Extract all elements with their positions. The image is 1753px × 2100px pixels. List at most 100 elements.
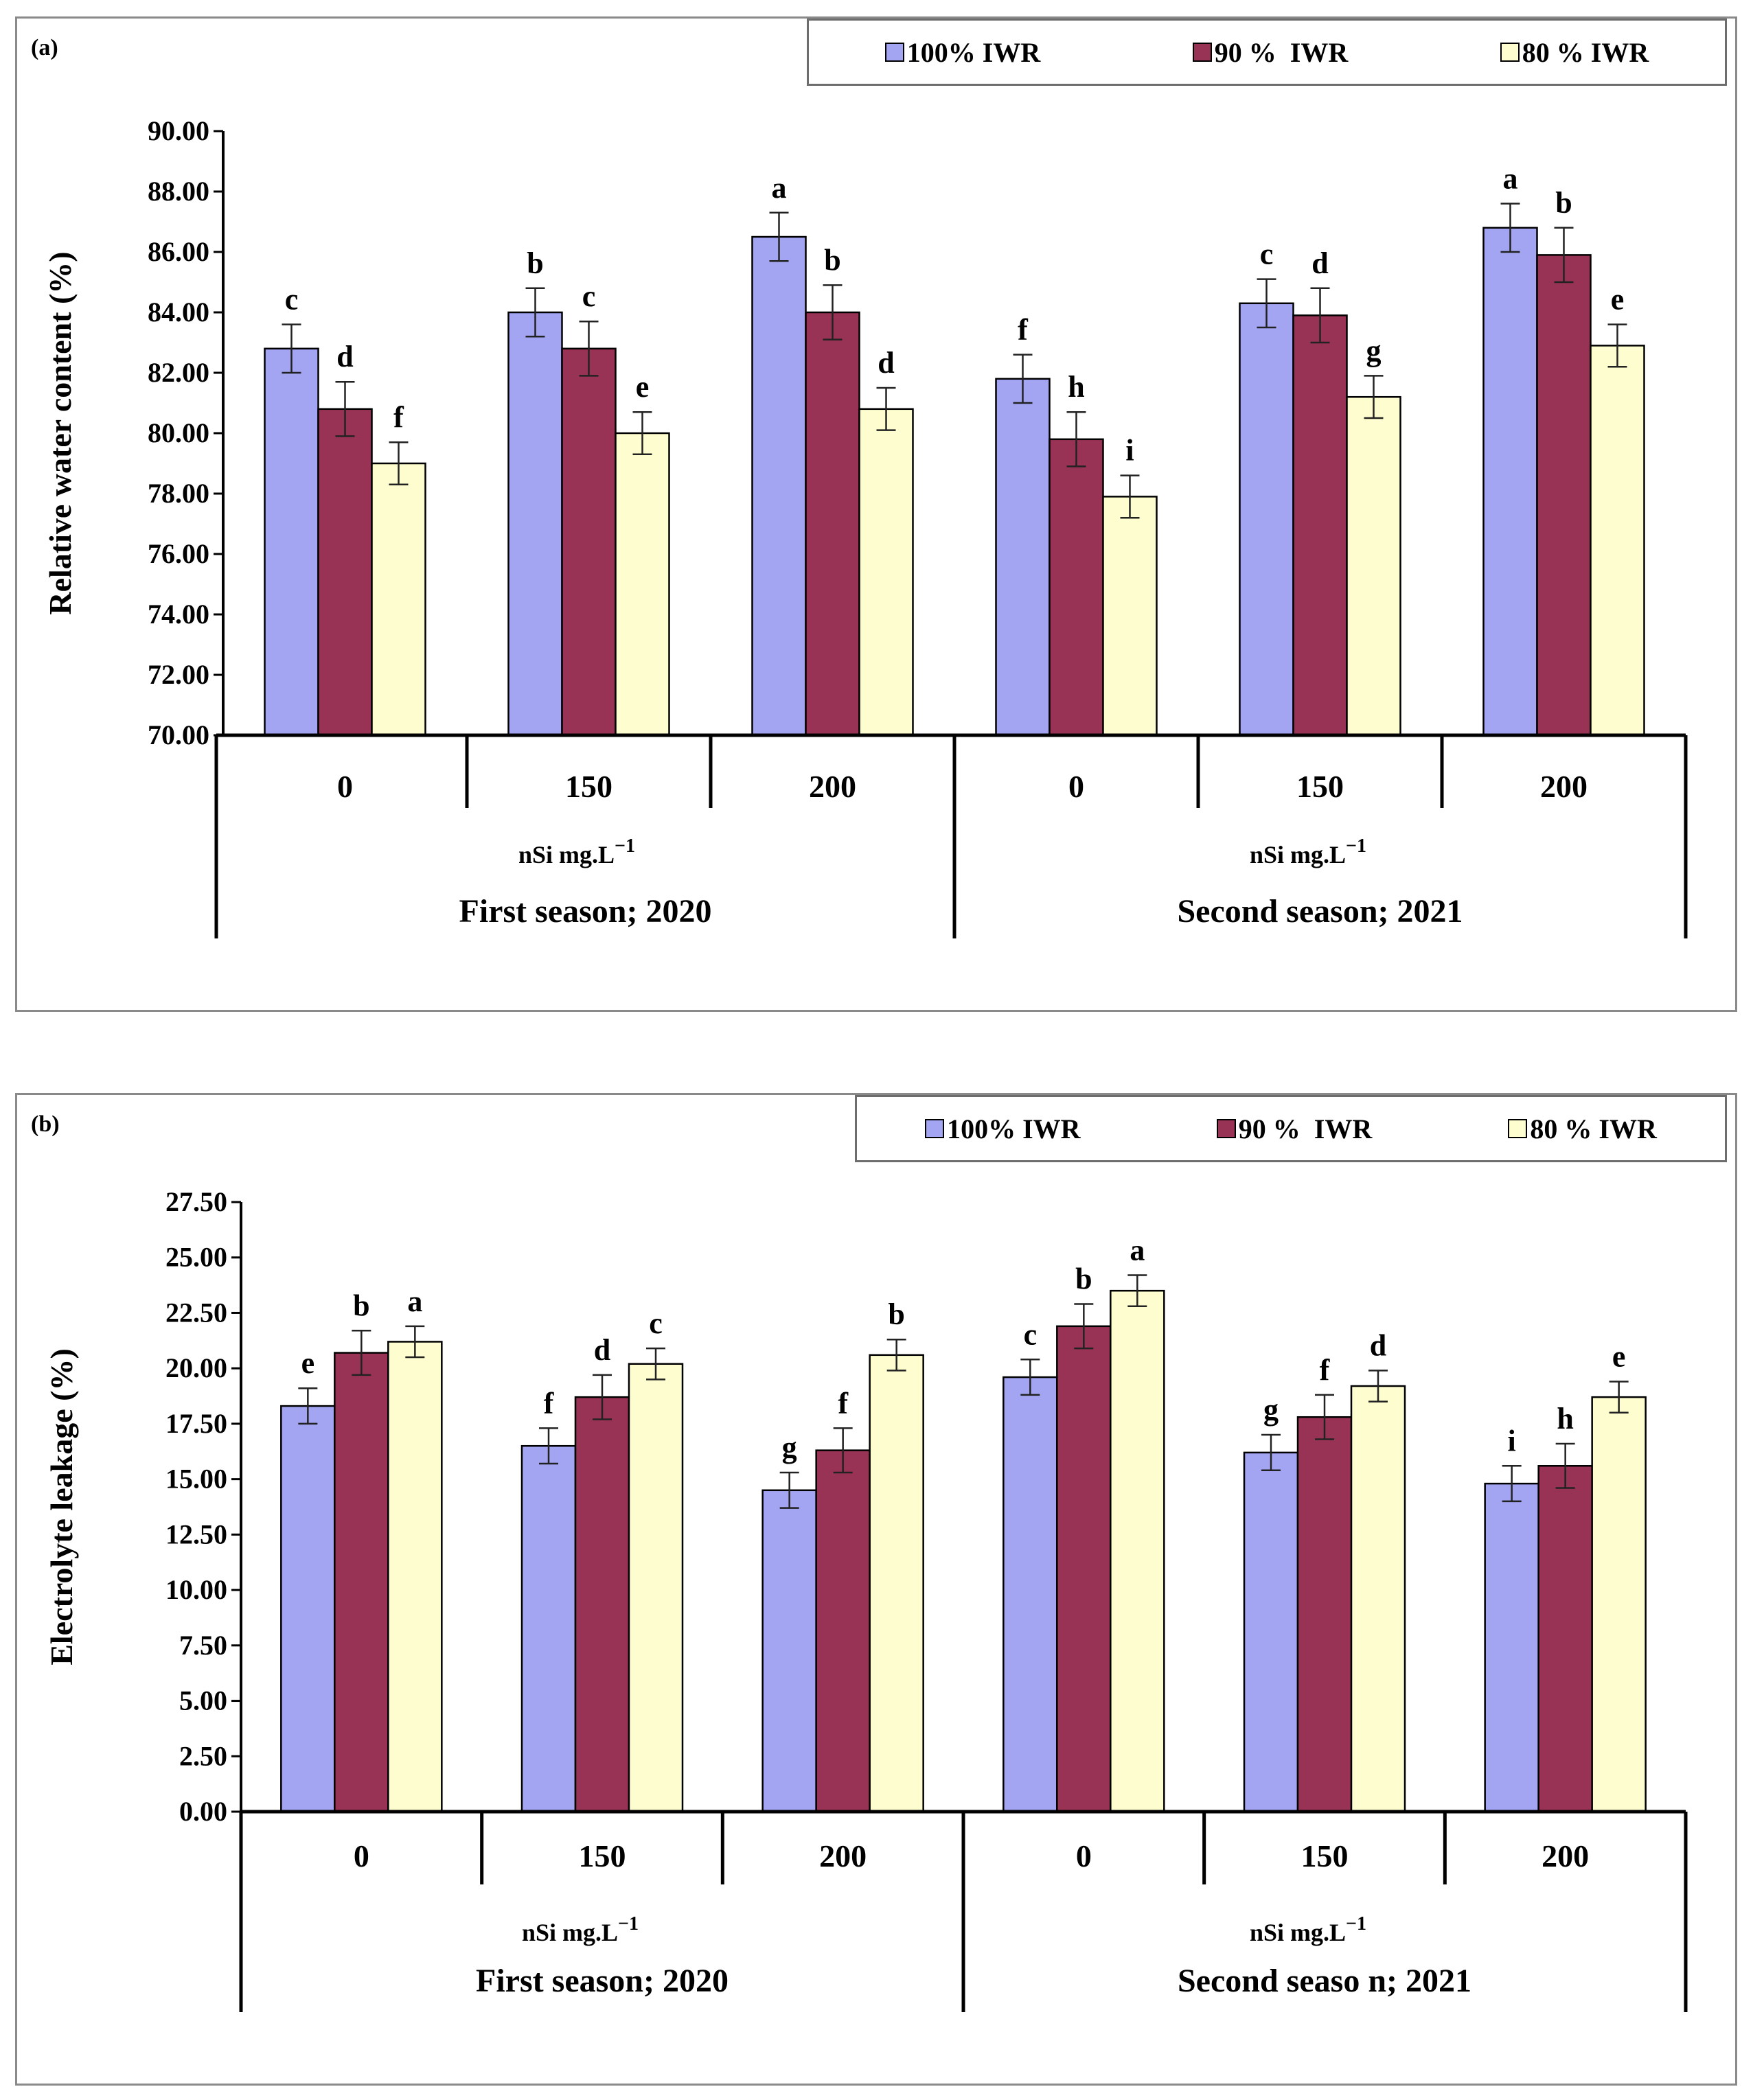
significance-letter: d [878,346,894,380]
legend-swatch-100 [884,43,904,62]
unit-text: nSi mg.L [1250,1919,1346,1946]
unit-superscript: −1 [615,835,635,857]
significance-letter: b [1555,186,1572,220]
y-tick-label: 27.50 [165,1186,227,1217]
bar [1056,1325,1112,1813]
significance-letter: f [838,1386,849,1420]
x-tick-label: 150 [565,769,612,804]
panel-label: (b) [31,1111,60,1137]
x-tick-label: 200 [1542,1838,1589,1873]
significance-letter: f [1018,313,1029,347]
unit-superscript: −1 [1346,1913,1366,1935]
significance-letter: d [1311,246,1328,280]
significance-letter: i [1125,434,1134,468]
legend-label-100: 100% IWR [947,1113,1081,1144]
significance-letter: c [582,279,596,313]
bar [1292,314,1348,737]
significance-letter: b [824,243,840,277]
y-tick-label: 22.50 [165,1297,227,1328]
x-unit-label: nSi mg.L−1 [522,1913,639,1946]
x-tick-label: 200 [1540,769,1588,804]
y-axis-label: Relative water content (%) [43,251,78,614]
group-label: First season; 2020 [459,893,712,930]
legend-item-100: 100% IWR [884,36,1041,69]
y-tick-label: 82.00 [148,357,209,388]
bar [264,347,319,737]
x-tick-label: 200 [809,769,856,804]
y-tick-label: 20.00 [165,1352,227,1383]
legend-item-100: 100% IWR [925,1113,1081,1145]
x-unit-label: nSi mg.L−1 [1250,835,1366,868]
significance-letter: c [1024,1317,1038,1351]
x-tick-label: 150 [1301,1838,1349,1873]
significance-letter: i [1508,1424,1516,1457]
unit-text: nSi mg.L [522,1919,618,1946]
significance-letter: e [301,1346,315,1380]
y-tick-label: 5.00 [179,1685,227,1716]
bar [805,311,860,737]
bar [317,408,373,737]
significance-letter: c [285,283,299,316]
bar [1002,1376,1058,1813]
bar [1537,1465,1593,1813]
bar [334,1352,389,1813]
legend: 100% IWR 90 % IWR 80 % IWR [807,19,1727,86]
bar [1049,438,1104,737]
bar [1296,1416,1353,1813]
significance-letter: h [1068,370,1084,404]
significance-letter: a [1130,1234,1145,1267]
x-tick-label: 200 [819,1838,867,1873]
bar [574,1396,630,1813]
bar [280,1405,336,1813]
bar [1484,1482,1539,1813]
bar [1239,302,1294,737]
significance-letter: c [1260,238,1274,271]
x-tick-label: 150 [579,1838,626,1873]
significance-letter: a [1503,162,1518,196]
group-label: Second seaso n; 2021 [1178,1963,1471,1999]
legend-swatch-80 [1500,43,1520,62]
y-tick-label: 78.00 [148,478,209,509]
x-tick-label: 0 [354,1838,369,1873]
bar [615,432,670,737]
panel-label: (a) [31,35,58,60]
x-unit-label: nSi mg.L−1 [1250,1913,1366,1946]
y-tick-label: 86.00 [148,236,209,267]
legend-swatch-90 [1192,43,1212,62]
y-tick-label: 74.00 [148,599,209,630]
y-axis-label: Electrolyte leakage (%) [44,1348,79,1665]
significance-letter: a [772,171,787,205]
y-tick-label: 70.00 [148,719,209,750]
bar [761,1489,817,1813]
y-tick-label: 88.00 [148,176,209,207]
x-tick-label: 0 [337,769,353,804]
legend-swatch-80 [1508,1119,1528,1138]
significance-letter: d [594,1333,610,1367]
y-tick-label: 12.50 [165,1519,227,1549]
bar [815,1449,871,1813]
y-tick-label: 15.00 [165,1464,227,1495]
y-tick-label: 10.00 [165,1574,227,1605]
legend-swatch-100 [925,1119,945,1138]
bar [869,1354,924,1813]
bar [387,1341,443,1813]
bar [371,462,426,737]
y-tick-label: 80.00 [148,417,209,448]
bar [1590,345,1645,737]
bar [1243,1451,1299,1813]
legend-label-80: 80 % IWR [1530,1113,1657,1144]
bar [507,311,563,737]
y-tick-label: 7.50 [179,1630,227,1661]
legend-label-100: 100% IWR [906,36,1041,68]
bar [561,347,617,737]
x-tick-label: 150 [1296,769,1344,804]
bar [751,235,807,737]
bar [1102,496,1158,737]
significance-letter: e [1612,1340,1626,1374]
legend-item-80: 80 % IWR [1508,1113,1657,1145]
chart-b-svg: 0.00 2.50 5.00 7.50 10.00 12.50 15.00 17.50 20.0… [44,1186,1688,2012]
legend-label-90: 90 % IWR [1214,36,1349,68]
legend-swatch-90 [1216,1119,1236,1138]
unit-text: nSi mg.L [1250,841,1346,868]
significance-letter: e [636,370,650,404]
